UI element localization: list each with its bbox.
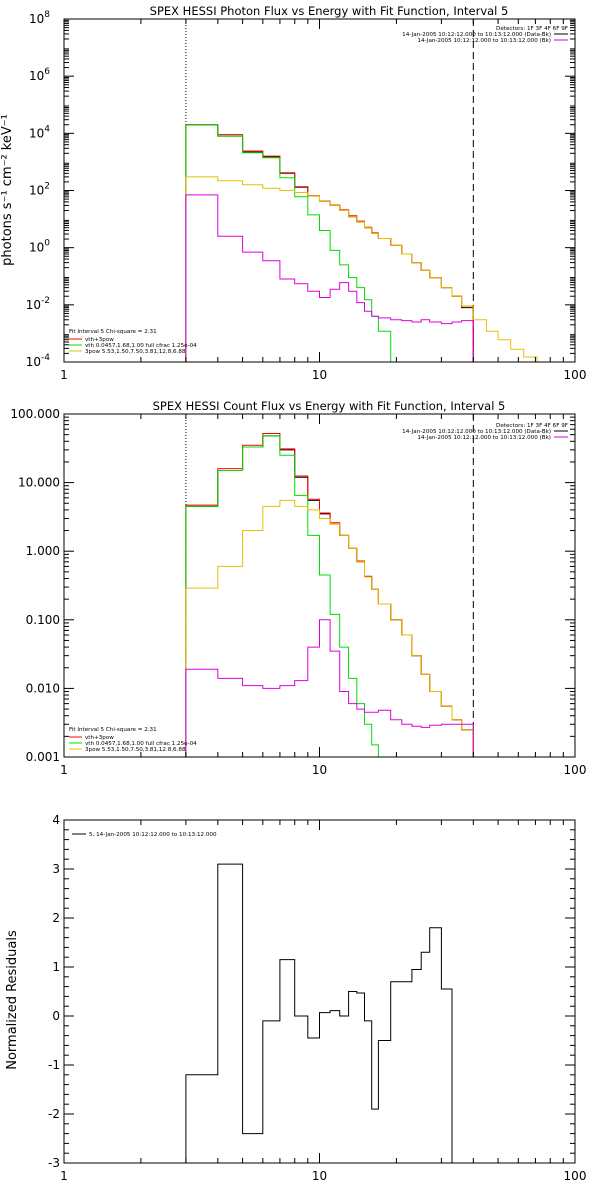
background-series	[185, 619, 474, 757]
legend-fit: Fit Interval 5 Chi-square = 2.31 vth+3po…	[69, 727, 197, 753]
x-tick-label: 100	[564, 368, 587, 382]
y-tick-label: 106	[29, 67, 50, 83]
x-axis: 1 10 100	[60, 820, 586, 1183]
y-tick-label: 10-4	[26, 353, 51, 369]
y-axis-label: photons s⁻¹ cm⁻² keV⁻¹	[0, 114, 15, 266]
x-tick-label: 1	[60, 763, 68, 777]
y-tick-label: 104	[29, 124, 50, 140]
legend-detectors: Detectors: 1F 3F 4F 6F 9F	[496, 26, 568, 32]
plot-frame	[63, 18, 576, 363]
x-tick-label: 10	[312, 763, 327, 777]
y-tick-label: 1.000	[26, 544, 60, 558]
x-tick-label: 100	[564, 763, 587, 777]
y-tick-label: 4	[52, 813, 60, 827]
y-tick-label: 102	[29, 182, 50, 198]
legend-entry-vth-3pow: vth+3pow	[85, 735, 114, 741]
legend-header: Detectors: 1F 3F 4F 6F 9F 14-Jan-2005 10…	[402, 423, 568, 441]
legend-entry-3pow: 3pow 5.53,1.50,7.50,3.81,12.8,6.88	[85, 349, 186, 355]
count-flux-panel: SPEX HESSI Count Flux vs Energy with Fit…	[10, 399, 586, 777]
background-series	[185, 194, 474, 362]
plot-area	[185, 863, 453, 1163]
legend-entry-vth: vth 0.0457,1.68,1.00 full cfrac 1.25e-04	[85, 343, 197, 349]
legend-fit: Fit Interval 5 Chi-square = 2.31 vth+3po…	[69, 329, 197, 355]
vth-series	[185, 435, 391, 757]
y-tick-label: 108	[29, 10, 50, 26]
legend-entry-3pow: 3pow 5.53,1.50,7.50,3.81,12.8,6.88	[85, 747, 186, 753]
photon-flux-panel: SPEX HESSI Photon Flux vs Energy with Fi…	[0, 4, 586, 382]
x-tick-label: 10	[312, 368, 327, 382]
plot-frame	[63, 413, 576, 758]
legend-entry-data-bk: 14-Jan-2005 10:12:12.000 to 10:13:12.000…	[402, 32, 551, 38]
legend-entry-data-bk: 14-Jan-2005 10:12:12.000 to 10:13:12.000…	[402, 429, 551, 435]
data-minus-bk-series	[185, 435, 474, 757]
y-tick-label: -3	[48, 1156, 60, 1170]
x-tick-label: 1	[60, 1169, 68, 1183]
y-tick-label: 0.010	[26, 681, 60, 695]
legend-entry-residual: 5, 14-Jan-2005 10:12:12.000 to 10:13:12.…	[89, 832, 217, 838]
legend-header: Detectors: 1F 3F 4F 6F 9F 14-Jan-2005 10…	[402, 26, 568, 44]
x-axis: 1 10 100	[60, 414, 586, 777]
legend-detectors: Detectors: 1F 3F 4F 6F 9F	[496, 423, 568, 429]
y-axis: 0.001 0.010 0.100 1.000 10.000 100.000	[10, 407, 575, 764]
legend-entry-bk: 14-Jan-2005 10:12:12.000 to 10:13:12.000…	[417, 38, 551, 44]
plot-frame	[63, 819, 576, 1164]
y-tick-label: 10.000	[18, 476, 60, 490]
y-tick-label: 0.100	[26, 613, 60, 627]
data-minus-bk-series	[185, 124, 474, 362]
vth-plus-3pow-series	[185, 124, 474, 362]
legend-fit-header: Fit Interval 5 Chi-square = 2.31	[69, 727, 157, 733]
vth-series	[185, 124, 402, 362]
x-tick-label: 10	[312, 1169, 327, 1183]
y-tick-label: 100.000	[10, 407, 60, 421]
y-tick-label: 10-2	[26, 296, 50, 312]
y-tick-label: 0	[52, 1009, 60, 1023]
residuals-panel: Normalized Residuals 1 10 100 -3-2-101234 …	[5, 813, 586, 1183]
y-axis-label: Normalized Residuals	[5, 930, 20, 1070]
y-tick-label: 100	[29, 239, 50, 255]
plot-area	[185, 414, 474, 757]
plot-area	[185, 19, 564, 362]
residual-series	[185, 863, 453, 1163]
legend: 5, 14-Jan-2005 10:12:12.000 to 10:13:12.…	[72, 832, 217, 838]
y-tick-label: 2	[52, 911, 60, 925]
x-tick-label: 1	[60, 368, 68, 382]
y-tick-label: 3	[52, 862, 60, 876]
3pow-series	[185, 499, 474, 757]
legend-entry-vth-3pow: vth+3pow	[85, 337, 114, 343]
y-axis: 10-4 10-2 100 102 104 106 108	[26, 10, 575, 369]
y-tick-label: 1	[52, 960, 60, 974]
legend-entry-bk: 14-Jan-2005 10:12:12.000 to 10:13:12.000…	[417, 435, 551, 441]
vth-plus-3pow-series	[185, 433, 474, 757]
legend-fit-header: Fit Interval 5 Chi-square = 2.31	[69, 329, 157, 335]
x-tick-label: 100	[564, 1169, 587, 1183]
y-tick-label: 0.001	[26, 750, 60, 764]
x-axis: 1 10 100	[60, 19, 586, 382]
legend-entry-vth: vth 0.0457,1.68,1.00 full cfrac 1.25e-04	[85, 741, 197, 747]
chart-title: SPEX HESSI Photon Flux vs Energy with Fi…	[150, 4, 509, 18]
y-axis: -3 -2 -1 0 1 2 3 4	[48, 813, 575, 1170]
chart-title: SPEX HESSI Count Flux vs Energy with Fit…	[153, 399, 506, 413]
y-tick-label: -2	[48, 1107, 60, 1121]
y-tick-label: -1	[48, 1058, 60, 1072]
3pow-series	[185, 176, 564, 362]
